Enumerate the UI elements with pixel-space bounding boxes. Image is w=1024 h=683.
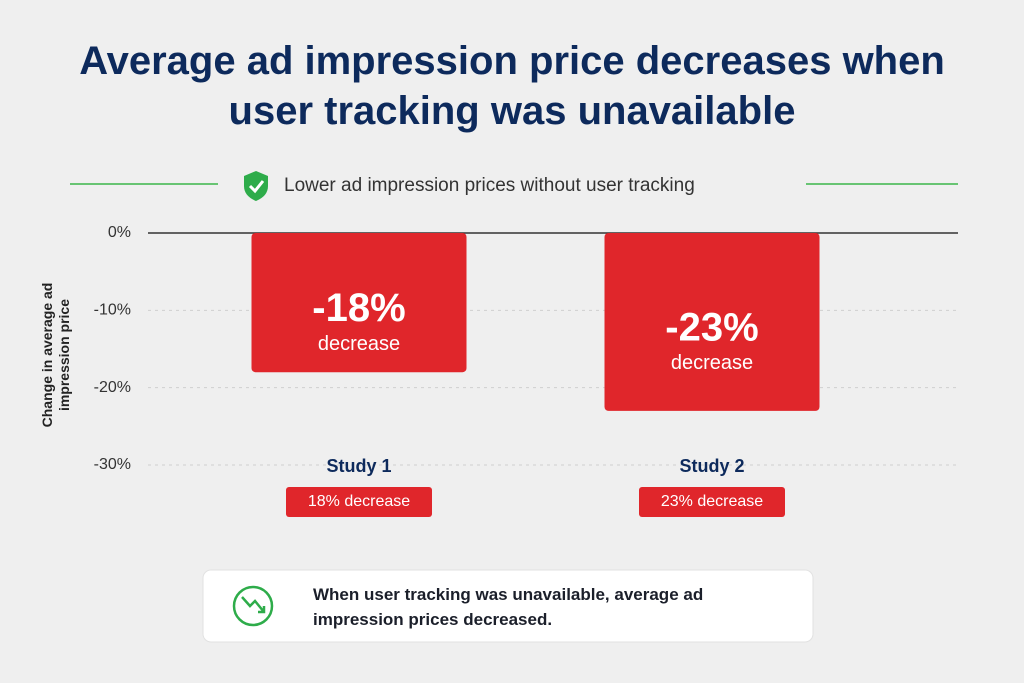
bar	[604, 233, 820, 411]
y-tick-label: -30%	[94, 456, 131, 473]
trend-icon	[232, 585, 274, 627]
footnote-box	[202, 569, 814, 643]
bar-note: decrease	[671, 352, 753, 374]
badge-label: 23% decrease	[661, 493, 763, 510]
y-tick-label: -20%	[94, 379, 131, 396]
chart-title: Average ad impression price decreases wh…	[79, 39, 945, 133]
badge	[639, 487, 785, 517]
shield-icon	[244, 171, 268, 201]
x-tick-label: Study 2	[679, 456, 744, 476]
badge-label: 18% decrease	[308, 493, 410, 510]
y-axis-label: Change in average ad impression price	[39, 282, 72, 428]
badge	[286, 487, 432, 517]
footnote: When user tracking was unavailable, aver…	[313, 585, 704, 629]
subtitle: Lower ad impression prices without user …	[284, 175, 695, 196]
bar	[251, 233, 467, 373]
value-label: -23%	[665, 305, 758, 349]
value-label: -18%	[312, 286, 405, 330]
y-tick-label: 0%	[108, 224, 131, 241]
bar-note: decrease	[318, 333, 400, 355]
x-tick-label: Study 1	[326, 456, 391, 476]
y-tick-label: -10%	[94, 302, 131, 319]
